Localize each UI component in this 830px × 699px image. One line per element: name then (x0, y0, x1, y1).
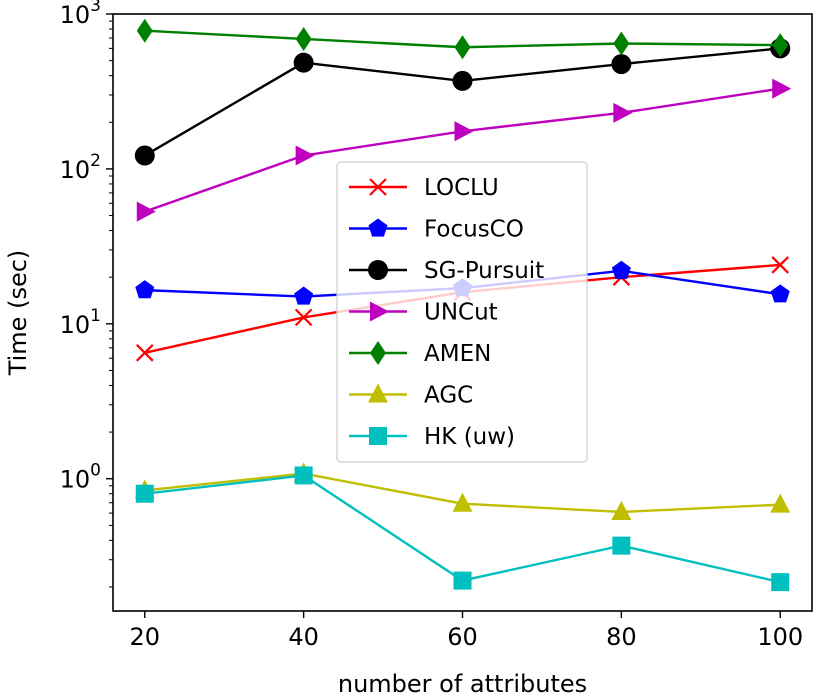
legend-marker (368, 383, 388, 403)
y-tick-label: 101 (60, 306, 101, 339)
x-tick-label: 80 (606, 623, 637, 651)
legend: LOCLU FocusCO SG-Pursuit UNCut AMEN AGC HK (uw… (336, 161, 588, 463)
legend-marker (370, 341, 386, 365)
data-point-hk-uw (771, 573, 790, 592)
data-point-agc (770, 493, 791, 513)
legend-label: LOCLU (424, 175, 499, 201)
x-axis-title: number of attributes (338, 670, 587, 698)
data-point-sg-pursuit (134, 145, 155, 166)
data-point-hk-uw (294, 466, 313, 485)
legend-marker (368, 260, 388, 280)
data-point-uncut (136, 201, 156, 222)
x-tick-label: 60 (447, 623, 478, 651)
legend-label: SG-Pursuit (424, 258, 544, 284)
data-point-amen (454, 35, 471, 60)
x-tick-label: 20 (129, 623, 160, 651)
data-point-agc (611, 500, 632, 520)
legend-item-amen: AMEN (349, 341, 491, 367)
series-amen (136, 18, 789, 60)
series-line-hk-uw (144, 474, 781, 584)
data-point-loclu (771, 256, 790, 274)
legend-item-sg-pursuit: SG-Pursuit (349, 258, 544, 284)
x-tick-label: 40 (288, 623, 319, 651)
data-point-sg-pursuit (452, 70, 473, 91)
data-point-hk-uw (453, 571, 472, 590)
legend-item-uncut: UNCut (349, 300, 498, 326)
legend-label: FocusCO (424, 217, 524, 243)
x-tick-label: 100 (757, 623, 803, 651)
series-agc (134, 462, 791, 520)
data-point-amen (295, 26, 312, 51)
legend-label: HK (uw) (424, 424, 515, 450)
legend-marker (369, 178, 387, 196)
legend-label: UNCut (424, 300, 498, 326)
y-tick-label: 103 (60, 0, 101, 29)
data-point-sg-pursuit (293, 52, 314, 73)
legend-box (336, 161, 588, 463)
legend-label: AMEN (424, 341, 491, 367)
data-point-amen (772, 33, 789, 58)
data-point-focusco (770, 284, 790, 303)
legend-label: AGC (424, 383, 473, 409)
data-point-uncut (772, 78, 792, 99)
data-point-uncut (613, 102, 633, 123)
data-point-focusco (611, 260, 631, 279)
legend-marker (370, 301, 389, 322)
data-point-uncut (454, 121, 474, 142)
legend-item-focusco: FocusCO (349, 217, 524, 243)
legend-item-hk-uw: HK (uw) (349, 424, 515, 450)
legend-item-loclu: LOCLU (349, 175, 499, 201)
data-point-hk-uw (135, 484, 154, 503)
data-point-focusco (135, 280, 155, 299)
y-axis-title: Time (sec) (4, 250, 32, 377)
y-tick-label: 102 (60, 151, 101, 184)
series-uncut (136, 78, 792, 222)
data-point-amen (613, 31, 630, 56)
data-point-loclu (294, 308, 313, 327)
data-point-uncut (295, 145, 315, 166)
legend-marker (369, 427, 387, 445)
data-point-agc (452, 492, 473, 512)
data-point-focusco (294, 286, 314, 305)
data-point-loclu (135, 344, 154, 362)
legend-marker (368, 218, 388, 237)
y-tick-label: 100 (60, 461, 101, 494)
plot-layer (134, 18, 792, 592)
data-point-sg-pursuit (611, 54, 632, 75)
data-point-amen (136, 18, 153, 43)
legend-item-agc: AGC (349, 383, 473, 409)
data-point-hk-uw (612, 536, 631, 555)
series-hk-uw (135, 466, 790, 592)
